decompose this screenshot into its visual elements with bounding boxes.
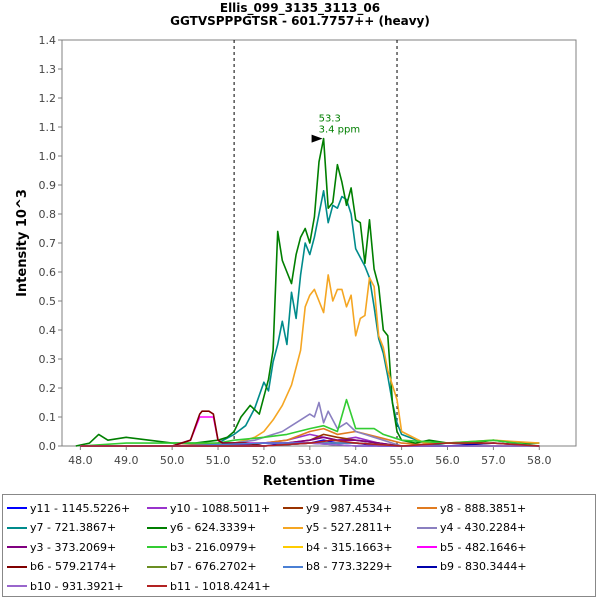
- y-tick-label: 0.7: [39, 237, 57, 250]
- legend-swatch: [283, 526, 303, 529]
- legend-swatch: [147, 565, 167, 568]
- peak-marker-arrow: [311, 134, 323, 143]
- series-line: [171, 410, 265, 447]
- legend-label: b5 - 482.1646+: [440, 540, 527, 554]
- x-tick-label: 57.0: [481, 454, 506, 467]
- x-tick-label: 49.0: [114, 454, 139, 467]
- legend-label: b6 - 579.2174+: [30, 560, 117, 573]
- legend-swatch: [417, 526, 437, 529]
- x-tick-label: 50.0: [160, 454, 185, 467]
- legend-swatch: [7, 585, 27, 587]
- legend-item: y10 - 1088.5011+: [147, 500, 270, 516]
- legend-swatch: [417, 565, 437, 568]
- legend-item: b8 - 773.3229+: [283, 559, 393, 575]
- legend-label: y6 - 624.3339+: [170, 521, 257, 534]
- legend-label: y10 - 1088.5011+: [170, 501, 271, 515]
- x-tick-label: 54.0: [343, 454, 368, 467]
- peak-ppm-label: 3.4 ppm: [319, 125, 361, 136]
- legend-label: b4 - 315.1663+: [306, 540, 393, 554]
- legend-item: y7 - 721.3867+: [7, 520, 116, 536]
- legend-swatch: [147, 526, 167, 529]
- chart-subtitle: GGTVSPPPGTSR - 601.7757++ (heavy): [170, 14, 430, 28]
- legend-item: b7 - 676.2702+: [147, 559, 257, 575]
- legend-item: y11 - 1145.5226+: [7, 500, 130, 516]
- chart-title: Ellis_099_3135_3113_06: [219, 1, 381, 15]
- y-tick-label: 1.3: [39, 63, 57, 76]
- series-line: [80, 439, 540, 447]
- legend-item: y5 - 527.2811+: [283, 520, 392, 536]
- legend-label: y7 - 721.3867+: [30, 521, 117, 534]
- legend-swatch: [147, 546, 167, 548]
- x-tick-label: 55.0: [389, 454, 414, 467]
- x-tick-label: 51.0: [206, 454, 231, 467]
- legend-label: y8 - 888.3851+: [440, 501, 527, 515]
- x-tick-label: 52.0: [252, 454, 277, 467]
- series-line: [233, 401, 402, 447]
- series-line: [233, 274, 540, 444]
- legend-item: b5 - 482.1646+: [417, 539, 527, 555]
- legend: y11 - 1145.5226+ y10 - 1088.5011+ y9 - 987…: [2, 494, 596, 597]
- legend-item: y9 - 987.4534+: [283, 500, 392, 516]
- series-line: [75, 137, 540, 447]
- legend-label: y11 - 1145.5226+: [30, 501, 131, 515]
- legend-label: b11 - 1018.4241+: [170, 579, 271, 593]
- legend-swatch: [417, 546, 437, 548]
- y-tick-label: 0.8: [39, 208, 57, 221]
- y-tick-label: 0.1: [39, 411, 57, 424]
- peak-rt-label: 53.3: [319, 114, 341, 125]
- legend-swatch: [7, 526, 27, 529]
- legend-swatch: [7, 507, 27, 509]
- legend-swatch: [283, 507, 303, 509]
- legend-label: b7 - 676.2702+: [170, 560, 257, 573]
- legend-item: b3 - 216.0979+: [147, 539, 257, 555]
- y-tick-label: 1.2: [39, 92, 57, 105]
- y-axis-label: Intensity 10^3: [15, 189, 30, 297]
- legend-item: b6 - 579.2174+: [7, 559, 117, 575]
- legend-label: b9 - 830.3444+: [440, 560, 527, 573]
- y-tick-label: 1.1: [39, 121, 57, 134]
- legend-swatch: [147, 507, 167, 509]
- legend-label: y3 - 373.2069+: [30, 540, 117, 554]
- y-tick-label: 0.5: [39, 295, 57, 308]
- y-tick-label: 0.4: [39, 324, 57, 337]
- legend-swatch: [147, 585, 167, 587]
- legend-item: y4 - 430.2284+: [417, 520, 526, 536]
- legend-item: b10 - 931.3921+: [7, 578, 124, 594]
- legend-item: y3 - 373.2069+: [7, 539, 116, 555]
- legend-label: y4 - 430.2284+: [440, 521, 527, 534]
- series-line: [217, 190, 448, 447]
- x-tick-label: 48.0: [68, 454, 93, 467]
- legend-label: y5 - 527.2811+: [306, 521, 393, 534]
- legend-item: b4 - 315.1663+: [283, 539, 393, 555]
- y-tick-label: 1.4: [39, 34, 57, 47]
- plot-area: 0.0 0.1 0.2 0.3 0.4 0.5 0.6 0.7 0.8 0.9 1.0 1.1 1.2 1…: [15, 34, 577, 489]
- legend-label: y9 - 987.4534+: [306, 501, 393, 515]
- legend-item: y8 - 888.3851+: [417, 500, 526, 516]
- x-tick-label: 56.0: [435, 454, 460, 467]
- legend-swatch: [7, 565, 27, 568]
- legend-swatch: [283, 565, 303, 568]
- y-tick-label: 0.2: [39, 382, 57, 395]
- y-tick-label: 0.0: [39, 440, 57, 453]
- y-tick-label: 0.3: [39, 353, 57, 366]
- plot-frame: [61, 39, 577, 447]
- legend-item: b11 - 1018.4241+: [147, 578, 271, 594]
- legend-item: b9 - 830.3444+: [417, 559, 527, 575]
- legend-item: y6 - 624.3339+: [147, 520, 256, 536]
- y-tick-label: 1.0: [39, 150, 57, 163]
- legend-swatch: [7, 546, 27, 548]
- x-axis-label: Retention Time: [263, 474, 375, 489]
- y-tick-label: 0.9: [39, 179, 57, 192]
- chromatogram-chart: 0.0 0.1 0.2 0.3 0.4 0.5 0.6 0.7 0.8 0.9 1.0 1.1 1.2 1…: [15, 34, 577, 489]
- x-tick-label: 53.0: [298, 454, 323, 467]
- legend-label: b10 - 931.3921+: [30, 579, 124, 593]
- legend-label: b8 - 773.3229+: [306, 560, 393, 573]
- legend-label: b3 - 216.0979+: [170, 540, 257, 554]
- legend-swatch: [417, 507, 437, 509]
- legend-swatch: [283, 546, 303, 548]
- x-tick-label: 58.0: [527, 454, 552, 467]
- y-tick-label: 0.6: [39, 266, 57, 279]
